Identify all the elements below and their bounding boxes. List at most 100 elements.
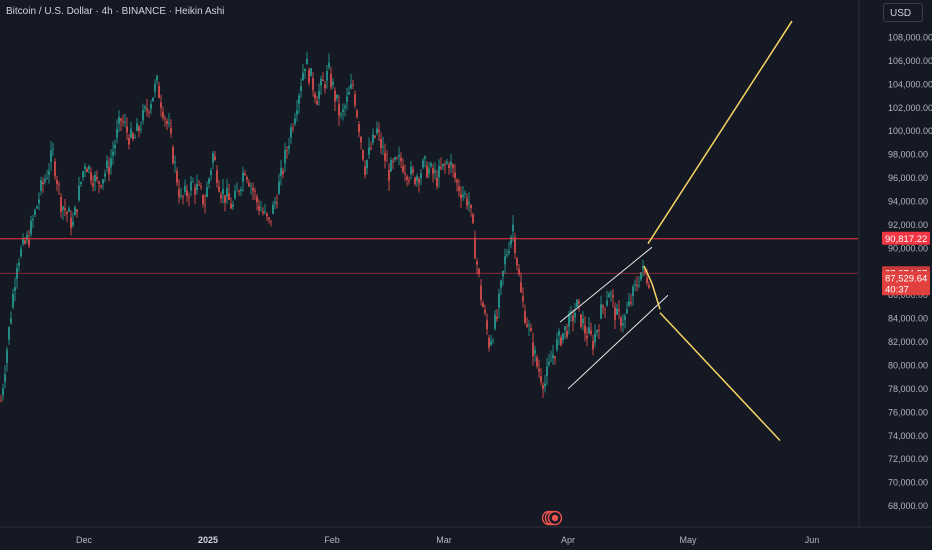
y-tick-label: 74,000.00 — [888, 431, 928, 441]
candle-body — [402, 165, 404, 172]
candle-body — [584, 325, 586, 334]
candle-body — [582, 318, 584, 324]
candle-body — [152, 97, 154, 102]
candle-body — [632, 286, 634, 296]
candle-body — [488, 337, 490, 348]
x-tick-label: 2025 — [198, 535, 218, 545]
level-badge-1-text: 90,817.22 — [885, 234, 927, 245]
event-markers[interactable] — [541, 510, 563, 526]
currency-button[interactable]: USD — [883, 3, 923, 22]
candle-body — [248, 182, 250, 187]
candle-body — [366, 160, 368, 169]
candle-body — [284, 149, 286, 164]
candle-body — [398, 155, 400, 157]
candle-body — [438, 166, 440, 178]
candle-body — [254, 191, 256, 193]
candle-body — [330, 73, 332, 88]
candle-body — [504, 256, 506, 265]
candle-body — [614, 307, 616, 320]
candle-body — [314, 93, 316, 99]
trend-line[interactable] — [659, 312, 781, 441]
candle-body — [178, 189, 180, 197]
candle-body — [150, 104, 152, 109]
candle-body — [302, 72, 304, 81]
x-tick-label: May — [679, 535, 697, 545]
candle-body — [616, 308, 618, 315]
channel-line[interactable] — [567, 294, 669, 390]
candle-body — [322, 79, 324, 81]
candle-body — [18, 262, 20, 266]
candle-body — [216, 170, 218, 183]
candle-body — [210, 170, 212, 176]
x-tick-label: Jun — [805, 535, 820, 545]
candle-body — [82, 171, 84, 178]
candle-body — [318, 90, 320, 99]
trend-line[interactable] — [647, 20, 793, 245]
candle-body — [80, 182, 82, 185]
candle-body — [280, 168, 282, 176]
candle-body — [484, 309, 486, 314]
candle-body — [550, 360, 552, 362]
candle-body — [208, 178, 210, 184]
candle-body — [384, 152, 386, 161]
candle-body — [374, 135, 376, 138]
candle-body — [24, 240, 26, 244]
candle-body — [298, 95, 300, 104]
candle-body — [240, 189, 242, 191]
candle-body — [218, 186, 220, 192]
candle-body — [278, 181, 280, 194]
drawings[interactable] — [559, 20, 793, 441]
candle-body — [132, 133, 134, 140]
channel-line[interactable] — [559, 246, 653, 323]
candle-body — [568, 314, 570, 327]
candle-body — [162, 112, 164, 118]
candle-body — [574, 312, 576, 318]
candle-body — [392, 161, 394, 163]
candle-body — [442, 163, 444, 167]
horizontal-levels[interactable] — [0, 238, 858, 274]
x-tick-label: Mar — [436, 535, 452, 545]
y-tick-label: 72,000.00 — [888, 454, 928, 464]
candle-body — [350, 84, 352, 89]
candle-body — [348, 92, 350, 95]
candle-body — [412, 169, 414, 173]
candle-body — [528, 325, 530, 327]
candle-body — [60, 196, 62, 212]
candle-body — [388, 169, 390, 181]
candle-body — [376, 128, 378, 134]
candle-body — [40, 180, 42, 191]
y-tick-label: 96,000.00 — [888, 173, 928, 183]
candle-body — [224, 195, 226, 203]
candle-body — [228, 193, 230, 201]
price-axis[interactable]: 68,000.00 70,000.00 72,000.00 74,000.00 76,0… — [888, 32, 932, 511]
candle-body — [502, 271, 504, 277]
candle-body — [190, 181, 192, 191]
candle-body — [640, 272, 642, 280]
last-price-badge-bg — [882, 271, 930, 296]
candle-body — [234, 191, 236, 199]
candle-body — [198, 184, 200, 186]
candle-body — [606, 300, 608, 306]
candle-body — [58, 184, 60, 186]
time-axis[interactable]: Dec 2025 Feb Mar Apr May Jun — [76, 535, 819, 545]
candle-body — [618, 309, 620, 312]
candle-body — [482, 303, 484, 308]
path-arrow[interactable] — [643, 265, 661, 310]
candle-body — [554, 356, 556, 359]
candle-body — [338, 103, 340, 116]
candle-body — [118, 116, 120, 124]
candle-body — [160, 102, 162, 108]
candle-body — [134, 137, 136, 139]
candle-body — [156, 75, 158, 81]
candle-body — [444, 164, 446, 166]
candle-body — [506, 254, 508, 256]
y-tick-label: 82,000.00 — [888, 337, 928, 347]
candle-body — [522, 296, 524, 302]
candle-body — [538, 368, 540, 372]
candle-body — [364, 166, 366, 175]
candle-body — [352, 84, 354, 86]
candle-body — [394, 157, 396, 161]
candle-body — [564, 326, 566, 330]
candle-body — [456, 180, 458, 183]
